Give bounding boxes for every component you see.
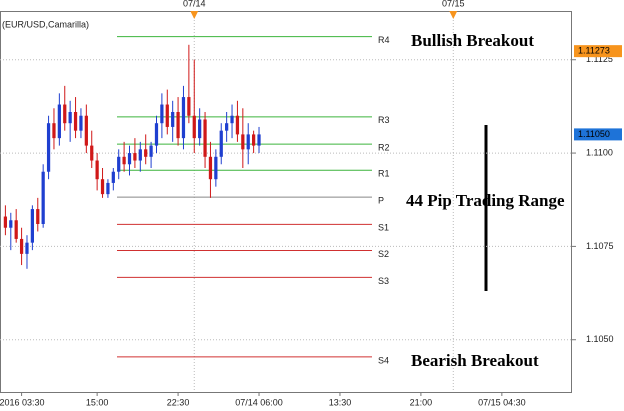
- candle-body: [144, 149, 148, 157]
- pivot-label: S1: [378, 223, 389, 233]
- candle-body: [30, 209, 34, 243]
- plot-frame: [0, 11, 572, 393]
- day-marker: [449, 11, 458, 19]
- pivot-label: S2: [378, 249, 389, 259]
- candle-body: [235, 115, 240, 135]
- pivot-label: S3: [378, 276, 389, 286]
- price-label: 1.11273: [578, 46, 610, 56]
- candle-body: [165, 104, 169, 127]
- annotation: Bearish Breakout: [411, 351, 539, 370]
- candle-body: [198, 119, 202, 139]
- price-label: 1.11050: [578, 129, 610, 139]
- candle-body: [9, 220, 13, 228]
- candle-body: [14, 220, 18, 239]
- candle-body: [181, 97, 186, 139]
- top-tick-label: 07/15: [442, 0, 465, 8]
- candle-body: [149, 145, 153, 157]
- candle-body: [84, 115, 88, 146]
- pivot-label: P: [378, 195, 384, 205]
- candle-body: [122, 156, 126, 165]
- x-tick-label: 13:30: [329, 397, 352, 407]
- x-tick-label: 07/14 06:00: [235, 397, 283, 407]
- annotation: Bullish Breakout: [411, 31, 534, 50]
- pivot-label: R1: [378, 169, 390, 179]
- candle-body: [208, 156, 213, 180]
- candle-body: [192, 115, 196, 139]
- candle-body: [106, 182, 110, 195]
- candle-body: [90, 145, 94, 161]
- annotation: 44 Pip Trading Range: [406, 191, 565, 210]
- candle-body: [187, 97, 191, 116]
- candle-body: [100, 179, 105, 195]
- candle-body: [95, 160, 99, 180]
- candle-body: [3, 216, 8, 228]
- candle-body: [138, 149, 142, 161]
- y-tick-label: 1.1075: [586, 241, 614, 251]
- y-tick-label: 1.1125: [586, 54, 613, 64]
- candle-body: [246, 134, 250, 150]
- y-tick-label: 1.1050: [586, 334, 614, 344]
- candle-body: [68, 112, 72, 124]
- x-tick-label: 2016 03:30: [0, 397, 45, 407]
- candle-body: [79, 115, 83, 131]
- pivot-label: R3: [378, 115, 390, 125]
- candle-body: [219, 130, 223, 157]
- x-tick-label: 22:30: [167, 397, 190, 407]
- x-tick-label: 07/15 04:30: [478, 397, 526, 407]
- candle-body: [241, 134, 245, 150]
- candle-body: [41, 171, 45, 224]
- candle-body: [230, 115, 234, 124]
- y-tick-label: 1.1100: [586, 147, 613, 157]
- candle-body: [19, 238, 24, 254]
- candle-body: [154, 123, 159, 146]
- candle-body: [73, 112, 78, 131]
- x-tick-label: 21:00: [410, 397, 433, 407]
- candle-body: [176, 112, 180, 139]
- candle-body: [127, 153, 132, 165]
- candle-body: [36, 209, 40, 224]
- price-label-box: [574, 128, 622, 141]
- day-marker: [190, 11, 199, 19]
- candle-body: [160, 104, 164, 124]
- candle-body: [225, 123, 229, 131]
- candle-body: [214, 156, 218, 180]
- pivot-label: R2: [378, 142, 390, 152]
- candle-body: [63, 104, 67, 124]
- candle-body: [25, 242, 29, 254]
- candle-body: [57, 104, 61, 139]
- candle-body: [257, 134, 261, 146]
- x-tick-label: 15:00: [86, 397, 109, 407]
- pivot-label: S4: [378, 355, 389, 365]
- candle-body: [111, 171, 115, 183]
- candle-body: [46, 123, 51, 172]
- candle-body: [171, 112, 175, 127]
- candle-body: [252, 134, 256, 146]
- chart-title: (EUR/USD,Camarilla): [2, 19, 89, 29]
- top-tick-label: 07/14: [183, 0, 206, 8]
- price-label-box: [574, 45, 622, 58]
- candle-body: [133, 153, 137, 161]
- pivot-label: R4: [378, 35, 390, 45]
- candle-body: [203, 119, 207, 157]
- candle-body: [52, 123, 56, 139]
- candle-body: [117, 156, 121, 172]
